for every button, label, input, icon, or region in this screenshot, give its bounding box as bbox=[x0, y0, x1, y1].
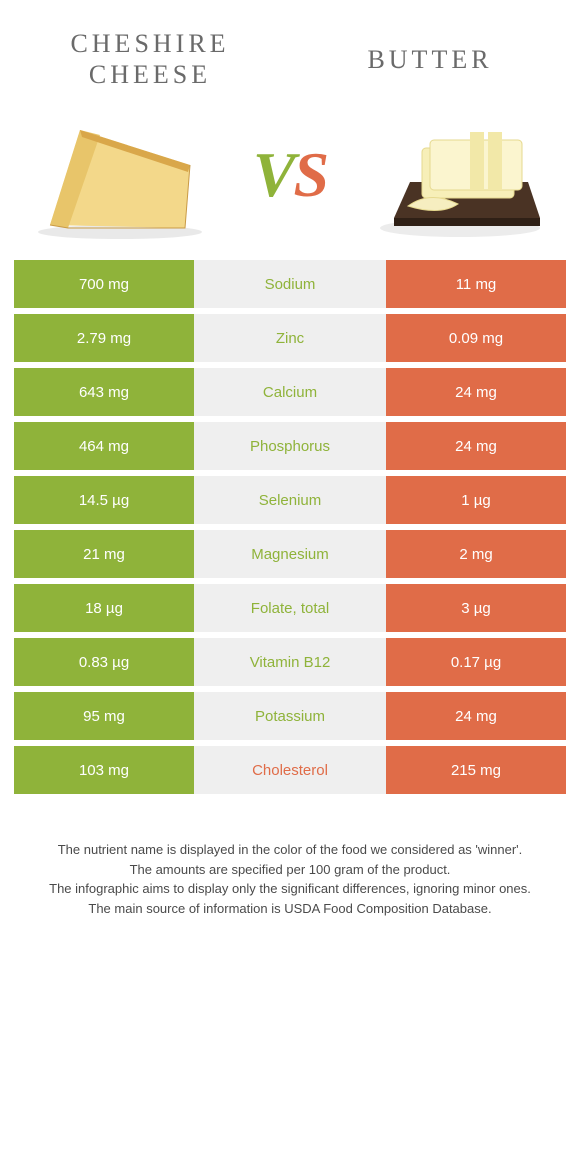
value-right: 0.09 mg bbox=[386, 314, 566, 362]
footer-notes: The nutrient name is displayed in the co… bbox=[0, 800, 580, 918]
title-cheshire: CHESHIRE CHEESE bbox=[40, 28, 260, 90]
nutrient-label: Folate, total bbox=[194, 584, 386, 632]
table-row: 103 mgCholesterol215 mg bbox=[14, 746, 566, 794]
value-right: 2 mg bbox=[386, 530, 566, 578]
vs-label: VS bbox=[253, 138, 327, 212]
value-right: 24 mg bbox=[386, 422, 566, 470]
nutrient-label: Zinc bbox=[194, 314, 386, 362]
title-left-line1: CHESHIRE bbox=[40, 28, 260, 59]
table-row: 18 µgFolate, total3 µg bbox=[14, 584, 566, 632]
footer-line1: The nutrient name is displayed in the co… bbox=[30, 840, 550, 860]
value-left: 14.5 µg bbox=[14, 476, 194, 524]
footer-line4: The main source of information is USDA F… bbox=[30, 899, 550, 919]
value-left: 2.79 mg bbox=[14, 314, 194, 362]
butter-image bbox=[370, 110, 550, 240]
value-left: 464 mg bbox=[14, 422, 194, 470]
value-right: 11 mg bbox=[386, 260, 566, 308]
table-row: 700 mgSodium11 mg bbox=[14, 260, 566, 308]
table-row: 643 mgCalcium24 mg bbox=[14, 368, 566, 416]
value-right: 215 mg bbox=[386, 746, 566, 794]
title-left-line2: CHEESE bbox=[40, 59, 260, 90]
nutrient-label: Cholesterol bbox=[194, 746, 386, 794]
value-left: 21 mg bbox=[14, 530, 194, 578]
nutrient-label: Phosphorus bbox=[194, 422, 386, 470]
nutrient-label: Vitamin B12 bbox=[194, 638, 386, 686]
value-right: 0.17 µg bbox=[386, 638, 566, 686]
table-row: 464 mgPhosphorus24 mg bbox=[14, 422, 566, 470]
nutrient-label: Potassium bbox=[194, 692, 386, 740]
value-right: 24 mg bbox=[386, 692, 566, 740]
images-row: VS bbox=[0, 100, 580, 260]
nutrient-label: Magnesium bbox=[194, 530, 386, 578]
value-left: 643 mg bbox=[14, 368, 194, 416]
table-row: 14.5 µgSelenium1 µg bbox=[14, 476, 566, 524]
value-left: 103 mg bbox=[14, 746, 194, 794]
value-left: 18 µg bbox=[14, 584, 194, 632]
value-left: 0.83 µg bbox=[14, 638, 194, 686]
value-right: 1 µg bbox=[386, 476, 566, 524]
header: CHESHIRE CHEESE BUTTER bbox=[0, 0, 580, 100]
table-row: 21 mgMagnesium2 mg bbox=[14, 530, 566, 578]
cheese-image bbox=[30, 110, 210, 240]
value-left: 95 mg bbox=[14, 692, 194, 740]
table-row: 0.83 µgVitamin B120.17 µg bbox=[14, 638, 566, 686]
table-row: 95 mgPotassium24 mg bbox=[14, 692, 566, 740]
footer-line2: The amounts are specified per 100 gram o… bbox=[30, 860, 550, 880]
table-row: 2.79 mgZinc0.09 mg bbox=[14, 314, 566, 362]
vs-s: S bbox=[294, 139, 328, 210]
value-left: 700 mg bbox=[14, 260, 194, 308]
nutrient-label: Sodium bbox=[194, 260, 386, 308]
value-right: 3 µg bbox=[386, 584, 566, 632]
vs-v: V bbox=[253, 139, 294, 210]
title-butter: BUTTER bbox=[320, 44, 540, 75]
nutrient-table: 700 mgSodium11 mg 2.79 mgZinc0.09 mg 643 m… bbox=[0, 260, 580, 794]
value-right: 24 mg bbox=[386, 368, 566, 416]
nutrient-label: Selenium bbox=[194, 476, 386, 524]
footer-line3: The infographic aims to display only the… bbox=[30, 879, 550, 899]
nutrient-label: Calcium bbox=[194, 368, 386, 416]
